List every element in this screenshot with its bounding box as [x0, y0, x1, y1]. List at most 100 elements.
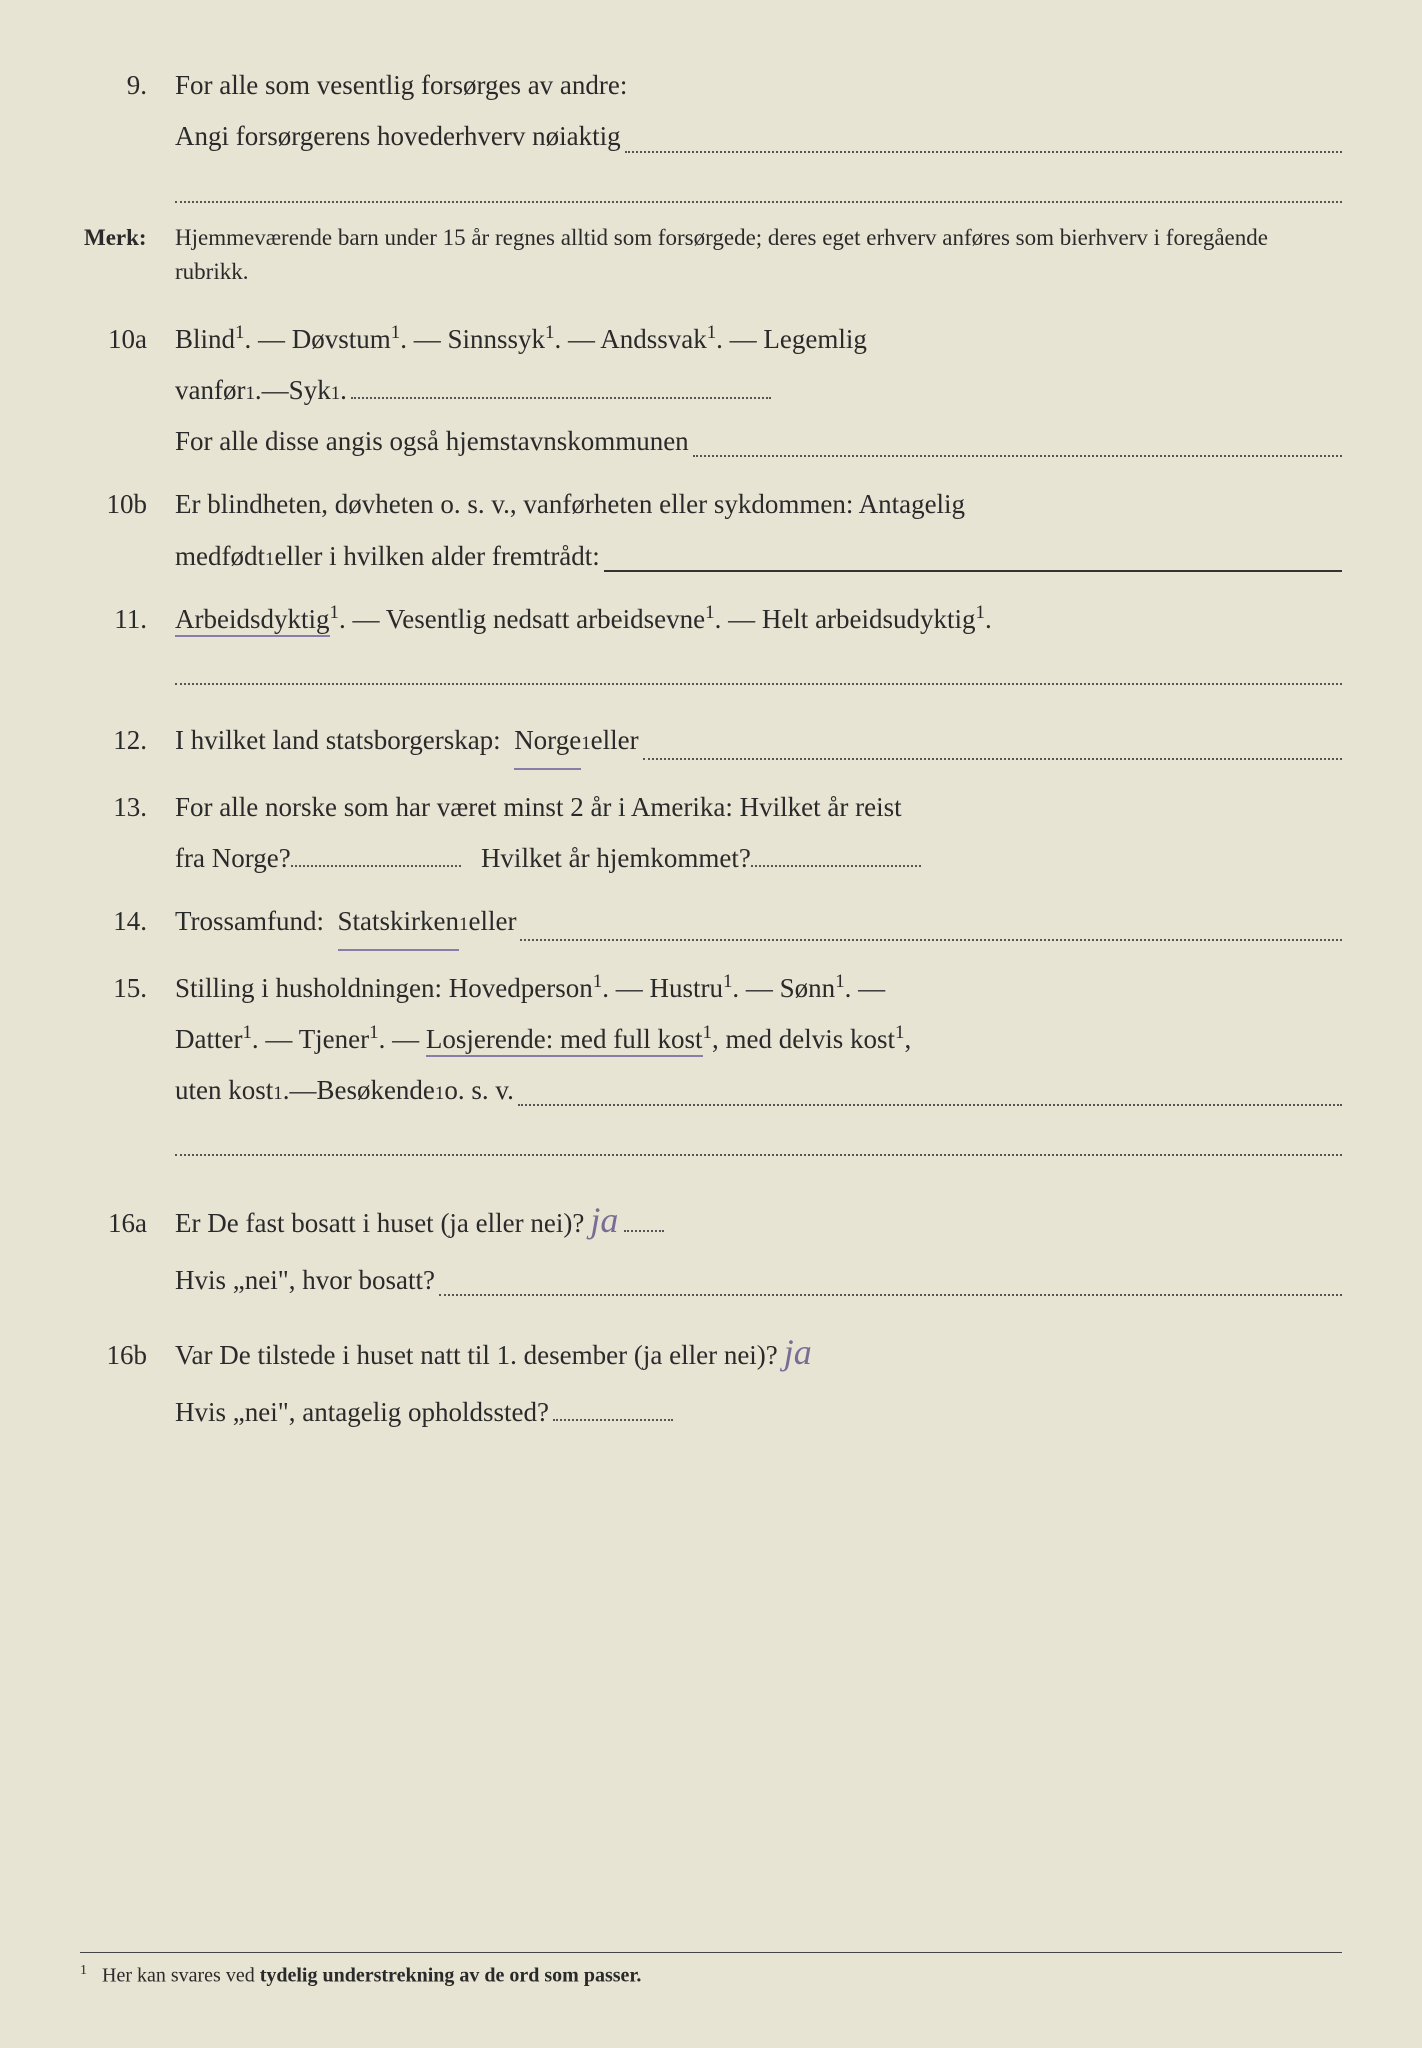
sup: 1: [330, 602, 339, 623]
q13-number: 13.: [80, 782, 175, 833]
merk-note: Merk: Hjemmeværende barn under 15 år reg…: [80, 221, 1342, 290]
period: .: [252, 1024, 259, 1054]
q16a-blank0[interactable]: [624, 1230, 664, 1232]
sup: 1: [435, 1076, 444, 1112]
q16b-answer: ja: [778, 1318, 818, 1386]
question-16a: 16a Er De fast bosatt i huset (ja eller …: [80, 1186, 1342, 1306]
sup: 1: [593, 971, 602, 992]
q14-blank[interactable]: [520, 908, 1342, 940]
sup: 1: [723, 971, 732, 992]
q10a-vanfor: vanfør: [175, 365, 245, 416]
question-16b: 16b Var De tilstede i huset natt til 1. …: [80, 1318, 1342, 1438]
q11-helt: Helt arbeidsudyktig: [762, 604, 976, 634]
q12-norge: Norge: [514, 715, 581, 769]
footnote-text: Her kan svares ved: [102, 1965, 260, 1987]
footnote-sup: 1: [80, 1963, 87, 1978]
q15-uten: uten kost: [175, 1065, 273, 1116]
period: .: [732, 973, 739, 1003]
period: .: [715, 604, 722, 634]
dash: —: [392, 1024, 426, 1054]
q10a-line3: For alle disse angis også hjemstavnskomm…: [175, 416, 689, 467]
q9-number: 9.: [80, 60, 175, 111]
period: .: [554, 324, 561, 354]
q13-hjem: Hvilket år hjemkommet?: [481, 833, 751, 884]
question-9: 9. For alle som vesentlig forsørges av a…: [80, 60, 1342, 163]
q10b-medfodt: medfødt: [175, 531, 265, 582]
period: .: [339, 604, 346, 634]
q15-blank[interactable]: [518, 1074, 1342, 1106]
q12-blank[interactable]: [643, 727, 1342, 759]
footnote-bold: tydelig understrekning av de ord som pas…: [260, 1965, 642, 1987]
q14-text: Trossamfund:: [175, 896, 324, 947]
q16b-number: 16b: [80, 1330, 175, 1381]
q15-hustru: Hustru: [649, 973, 723, 1003]
q15-delvis: , med delvis kost: [712, 1024, 895, 1054]
dash: —: [265, 1024, 298, 1054]
q16b-blank[interactable]: [553, 1419, 673, 1421]
q14-eller: eller: [468, 896, 516, 947]
q15-tjener: Tjener: [299, 1024, 369, 1054]
q10a-blank1[interactable]: [351, 397, 771, 399]
q14-content: Trossamfund: Statskirken1 eller: [175, 896, 1342, 950]
sup: 1: [581, 726, 590, 762]
q15-sonn: Sønn: [780, 973, 836, 1003]
q10a-legemlig: Legemlig: [763, 324, 866, 354]
q13-line1: For alle norske som har været minst 2 år…: [175, 782, 1342, 833]
q10b-number: 10b: [80, 479, 175, 530]
dash: —: [262, 365, 289, 416]
sup: 1: [242, 1022, 251, 1043]
q10a-blank2[interactable]: [693, 425, 1342, 457]
dash: —: [858, 973, 885, 1003]
sup: 1: [369, 1022, 378, 1043]
q9-blank[interactable]: [625, 120, 1342, 152]
q10a-dovstum: Døvstum: [292, 324, 391, 354]
sup: 1: [245, 376, 254, 412]
q9-blank-line[interactable]: [175, 175, 1342, 203]
q12-number: 12.: [80, 715, 175, 766]
q9-content: For alle som vesentlig forsørges av andr…: [175, 60, 1342, 163]
dash: —: [352, 604, 385, 634]
q10a-number: 10a: [80, 314, 175, 365]
q11-content: Arbeidsdyktig1. — Vesentlig nedsatt arbe…: [175, 594, 1342, 645]
q15-content: Stilling i husholdningen: Hovedperson1. …: [175, 963, 1342, 1117]
q11-blank-line[interactable]: [175, 657, 1342, 685]
q16b-q: Var De tilstede i huset natt til 1. dese…: [175, 1330, 778, 1381]
q16b-content: Var De tilstede i huset natt til 1. dese…: [175, 1318, 1342, 1438]
q11-number: 11.: [80, 594, 175, 645]
q9-line2: Angi forsørgerens hovederhverv nøiaktig: [175, 111, 621, 162]
q16a-number: 16a: [80, 1198, 175, 1249]
q16a-hvis: Hvis „nei", hvor bosatt?: [175, 1255, 435, 1306]
sup: 1: [835, 971, 844, 992]
q12-eller: eller: [591, 715, 639, 766]
q15-blank-line[interactable]: [175, 1128, 1342, 1156]
question-12: 12. I hvilket land statsborgerskap: Norg…: [80, 715, 1342, 769]
q16a-answer: ja: [584, 1186, 624, 1254]
period: .: [255, 365, 262, 416]
q13-blank1[interactable]: [291, 865, 461, 867]
q16a-blank[interactable]: [439, 1264, 1342, 1296]
question-10a: 10a Blind1. — Døvstum1. — Sinnssyk1. — A…: [80, 314, 1342, 468]
q10a-blind: Blind: [175, 324, 235, 354]
q10a-andssvak: Andssvak: [600, 324, 707, 354]
q14-number: 14.: [80, 896, 175, 947]
sup: 1: [459, 907, 468, 943]
sup: 1: [976, 602, 985, 623]
period: .: [400, 324, 407, 354]
q10a-sinnssyk: Sinnssyk: [447, 324, 545, 354]
q12-text: I hvilket land statsborgerskap:: [175, 715, 501, 766]
dash: —: [730, 324, 764, 354]
q10a-syk: Syk: [289, 365, 331, 416]
period: .: [244, 324, 251, 354]
q11-arbeidsdyktig: Arbeidsdyktig: [175, 604, 330, 637]
period: .: [602, 973, 609, 1003]
q16a-q: Er De fast bosatt i huset (ja eller nei)…: [175, 1198, 584, 1249]
question-13: 13. For alle norske som har været minst …: [80, 782, 1342, 885]
sup: 1: [331, 376, 340, 412]
q15-stilling: Stilling i husholdningen: Hovedperson: [175, 973, 593, 1003]
sup: 1: [703, 1022, 712, 1043]
question-14: 14. Trossamfund: Statskirken1 eller: [80, 896, 1342, 950]
q13-blank2[interactable]: [751, 865, 921, 867]
q10b-content: Er blindheten, døvheten o. s. v., vanfør…: [175, 479, 1342, 582]
q10b-blank[interactable]: [604, 540, 1342, 572]
q15-osv: o. s. v.: [444, 1065, 514, 1116]
